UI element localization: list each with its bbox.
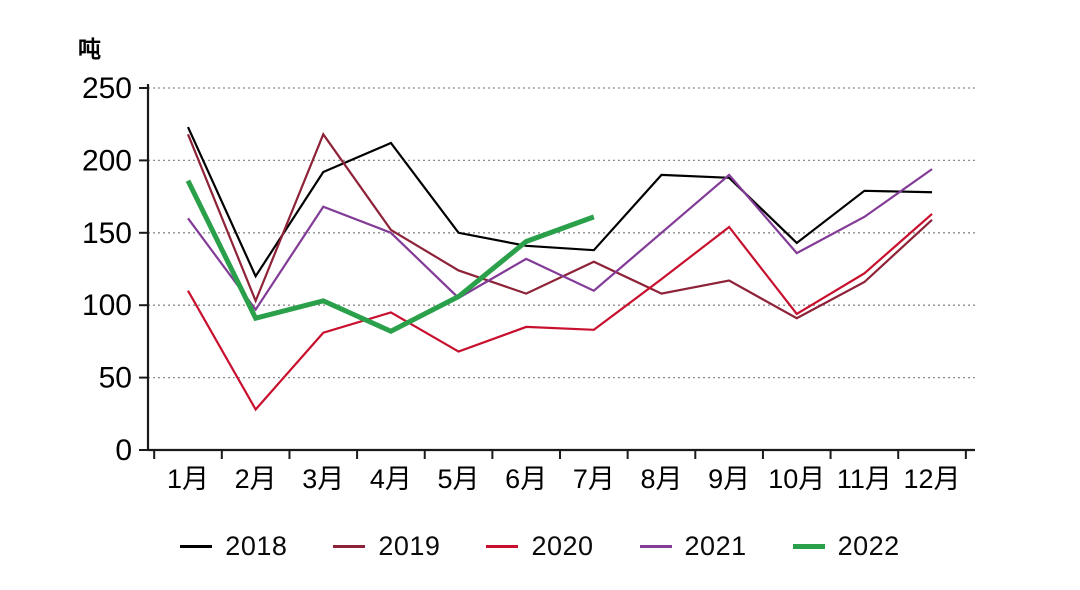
x-tick-label-2: 2月 [235, 464, 277, 494]
legend-swatch-2022 [792, 543, 825, 549]
legend-item-2021: 2021 [639, 530, 747, 562]
legend-item-2019: 2019 [333, 531, 440, 562]
x-tick-label-5: 5月 [438, 464, 480, 494]
y-axis-unit-label: 吨 [78, 36, 101, 62]
x-tick-label-9: 9月 [708, 464, 750, 494]
legend-item-2020: 2020 [486, 531, 593, 562]
y-tick-label: 150 [82, 217, 132, 250]
legend-label-2019: 2019 [378, 530, 441, 561]
y-tick-label: 0 [115, 434, 132, 467]
legend-label-2018: 2018 [225, 530, 288, 561]
legend-item-2022: 2022 [792, 530, 900, 562]
legend-label-2020: 2020 [531, 530, 594, 561]
series-line-2020 [187, 213, 933, 412]
series-line-2018 [186, 126, 933, 279]
x-tick-label-1: 1月 [167, 464, 209, 494]
y-tick-label: 100 [82, 289, 132, 322]
legend-swatch-2019 [333, 544, 366, 548]
y-tick-label: 50 [99, 362, 132, 395]
x-tick-label-11: 11月 [837, 464, 892, 494]
x-tick-label-8: 8月 [640, 464, 682, 494]
series-line-2021 [187, 168, 933, 312]
legend-label-2021: 2021 [684, 530, 747, 561]
chart-legend: 2018 2019 2020 2021 2022 [0, 524, 1080, 568]
x-tick-label-7: 7月 [573, 464, 615, 494]
legend-label-2022: 2022 [837, 530, 900, 561]
line-chart: 0 50 100 150 200 250 吨 1月 2月 3月 4月 5月 6月 7月 8月 9月 10月 11月… [78, 36, 975, 494]
x-tick-label-4: 4月 [370, 464, 412, 494]
y-tick-label: 250 [82, 72, 132, 105]
legend-swatch-2018 [180, 544, 213, 548]
y-tick-label: 200 [82, 144, 132, 177]
series-line-2019 [186, 132, 933, 320]
x-tick-label-10: 10月 [768, 464, 825, 494]
legend-swatch-2020 [486, 544, 519, 548]
x-tick-label-6: 6月 [505, 464, 547, 494]
series-line-2022 [185, 179, 595, 335]
legend-item-2018: 2018 [180, 531, 287, 562]
x-tick-label-3: 3月 [302, 464, 344, 494]
legend-swatch-2021 [639, 544, 672, 548]
x-tick-label-12: 12月 [904, 464, 961, 494]
